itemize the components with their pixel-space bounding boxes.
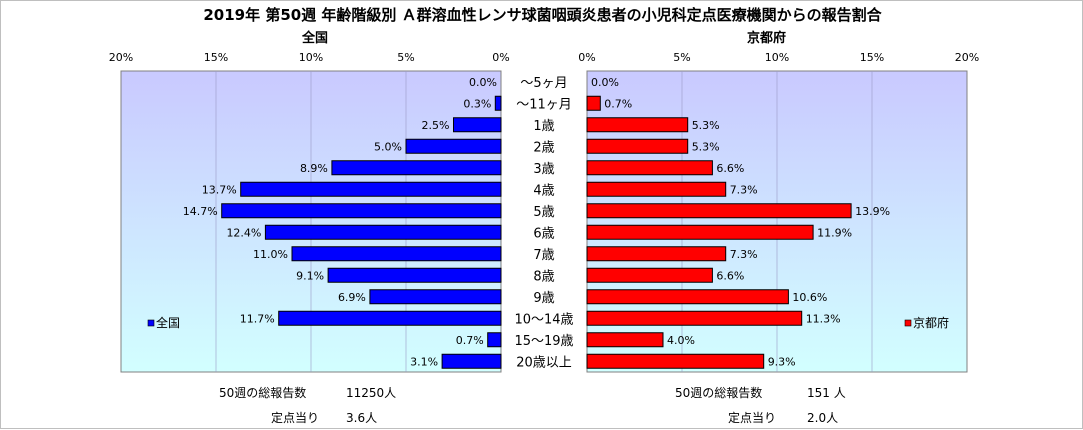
bar-kyoto [586, 181, 727, 197]
data-label-kyoto: 4.0% [667, 334, 695, 347]
tick-label-national: 20% [109, 51, 133, 64]
data-label-national: 2.5% [422, 119, 450, 132]
data-label-national: 3.1% [410, 355, 438, 368]
data-label-national: 14.7% [183, 205, 218, 218]
category-label: 6歳 [533, 226, 554, 241]
kyoto-per-value: 2.0人 [807, 411, 839, 425]
bar-national [441, 353, 502, 369]
bar-national [327, 267, 502, 283]
data-label-kyoto: 5.3% [692, 119, 720, 132]
data-label-kyoto: 0.0% [591, 76, 619, 89]
category-label: 2歳 [533, 140, 554, 155]
data-label-kyoto: 11.9% [817, 226, 852, 239]
data-label-kyoto: 9.3% [768, 355, 796, 368]
tick-label-national: 10% [299, 51, 323, 64]
tick-label-kyoto: 5% [673, 51, 690, 64]
national-per-value: 3.6人 [346, 411, 378, 425]
tick-label-national: 15% [204, 51, 228, 64]
category-label: 5歳 [533, 205, 554, 220]
category-label: 3歳 [533, 162, 554, 177]
subtitle-national: 全国 [302, 31, 329, 46]
kyoto-total-label: 50週の総報告数 [675, 386, 763, 400]
national-per-label: 定点当り [271, 411, 320, 425]
bar-national [278, 310, 502, 326]
bar-national [487, 332, 502, 348]
category-label: 20歳以上 [516, 355, 572, 370]
category-label: 10～14歳 [514, 312, 573, 327]
data-label-kyoto: 5.3% [692, 140, 720, 153]
data-label-national: 12.4% [226, 226, 261, 239]
bar-kyoto [586, 160, 713, 176]
bar-national [369, 289, 502, 305]
data-label-national: 5.0% [374, 140, 402, 153]
category-label: ～5ヶ月 [520, 76, 567, 91]
bar-national [331, 160, 502, 176]
bar-kyoto [586, 138, 689, 154]
data-label-national: 0.0% [469, 76, 497, 89]
legend-swatch-kyoto [904, 319, 912, 327]
category-label: 8歳 [533, 269, 554, 284]
data-label-national: 11.7% [240, 312, 275, 325]
bar-kyoto [586, 353, 765, 369]
kyoto-per-label: 定点当り [728, 411, 777, 425]
data-label-kyoto: 0.7% [604, 97, 632, 110]
data-label-kyoto: 13.9% [855, 205, 890, 218]
data-label-kyoto: 7.3% [730, 183, 758, 196]
bar-national [453, 117, 502, 133]
bar-national [264, 224, 502, 240]
data-label-national: 9.1% [296, 269, 324, 282]
subtitle-kyoto: 京都府 [747, 31, 787, 46]
tick-label-kyoto: 15% [860, 51, 884, 64]
bar-kyoto [586, 267, 713, 283]
bar-national [291, 246, 502, 262]
bar-kyoto [586, 246, 727, 262]
data-label-kyoto: 10.6% [792, 291, 827, 304]
bar-kyoto [586, 224, 814, 240]
data-label-kyoto: 6.6% [716, 269, 744, 282]
category-label: 4歳 [533, 183, 554, 198]
bar-kyoto [586, 95, 601, 111]
tick-label-kyoto: 10% [765, 51, 789, 64]
data-label-national: 8.9% [300, 162, 328, 175]
bar-kyoto [586, 310, 803, 326]
data-label-national: 0.7% [456, 334, 484, 347]
data-label-national: 13.7% [202, 183, 237, 196]
data-label-kyoto: 7.3% [730, 248, 758, 261]
tick-label-national: 0% [492, 51, 509, 64]
national-total-label: 50週の総報告数 [219, 386, 307, 400]
bar-kyoto [586, 203, 852, 219]
bar-kyoto [586, 289, 789, 305]
bar-kyoto [586, 332, 664, 348]
data-label-kyoto: 11.3% [806, 312, 841, 325]
legend-label-kyoto: 京都府 [913, 315, 949, 330]
bar-national [405, 138, 502, 154]
national-total-value: 11250人 [346, 386, 397, 400]
bar-national [240, 181, 502, 197]
category-label: 9歳 [533, 291, 554, 306]
data-label-national: 0.3% [463, 97, 491, 110]
tick-label-national: 5% [397, 51, 414, 64]
category-label: 1歳 [533, 119, 554, 134]
category-label: 7歳 [533, 248, 554, 263]
category-label: ～11ヶ月 [516, 97, 572, 112]
legend-swatch-national [147, 319, 155, 327]
bar-national [221, 203, 502, 219]
bar-national [494, 95, 502, 111]
category-label: 15～19歳 [514, 334, 573, 349]
data-label-kyoto: 6.6% [716, 162, 744, 175]
data-label-national: 6.9% [338, 291, 366, 304]
legend-label-national: 全国 [156, 315, 180, 330]
data-label-national: 11.0% [253, 248, 288, 261]
chart-title: 2019年 第50週 年齢階級別 Ａ群溶血性レンサ球菌咽頭炎患者の小児科定点医療… [203, 6, 882, 24]
tick-label-kyoto: 20% [955, 51, 979, 64]
kyoto-total-value: 151 人 [807, 386, 846, 400]
tick-label-kyoto: 0% [578, 51, 595, 64]
bar-kyoto [586, 117, 689, 133]
